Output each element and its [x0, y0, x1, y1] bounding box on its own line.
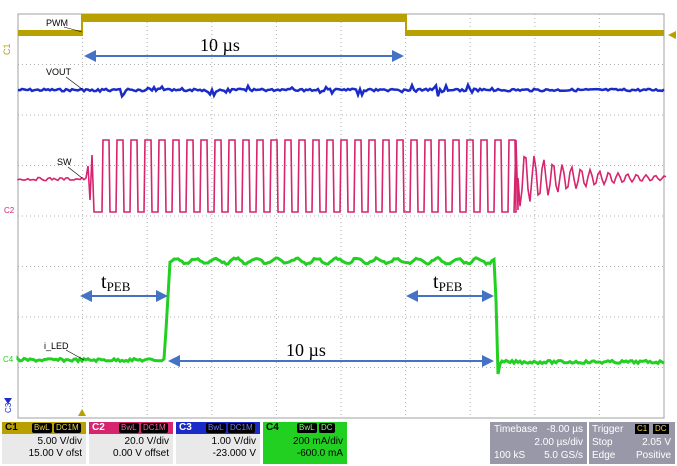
graticule — [17, 13, 665, 419]
trigger-channel-tag: C1 — [635, 424, 650, 434]
c3-offscreen-marker — [4, 398, 12, 404]
trigger-mode: Stop — [592, 437, 613, 448]
c2-marker: C2 — [4, 206, 15, 215]
timebase-panel[interactable]: Timebase -8.00 µs 2.00 µs/div 100 kS 5.0… — [490, 422, 587, 464]
vout-label: VOUT — [46, 67, 72, 77]
c1-level-marker — [668, 31, 676, 39]
c4-marker: C4 — [3, 355, 14, 364]
vout-trace — [17, 81, 665, 99]
tpeb-left-label: tPEB — [101, 271, 131, 294]
c1-scale: 5.00 V/div — [37, 436, 82, 447]
sw-trace — [17, 139, 667, 213]
annotation-bottom-span — [168, 355, 494, 367]
c4-scale: 200 mA/div — [292, 436, 343, 447]
c4-bw-tag: BwL — [297, 423, 317, 433]
timebase-rate: 5.0 GS/s — [544, 450, 583, 461]
c4-coupling-tag: DC — [319, 423, 335, 433]
timebase-scale: 2.00 µs/div — [534, 437, 583, 448]
tpeb-right-label: tPEB — [433, 271, 463, 294]
c3-scale: 1.00 V/div — [211, 436, 256, 447]
sw-label: SW — [57, 157, 72, 167]
c3-coupling-tag: DC1M — [228, 423, 255, 433]
channel-panel-c1[interactable]: C1 BwL DC1M 5.00 V/div 15.00 V ofst — [2, 422, 86, 464]
trigger-panel[interactable]: Trigger C1 DC Stop 2.05 V Edge Positive — [589, 422, 675, 464]
c1-marker: C1 — [2, 43, 12, 55]
c2-bw-tag: BwL — [119, 423, 139, 433]
c2-scale: 20.0 V/div — [124, 436, 169, 447]
top-span-label: 10 µs — [200, 35, 240, 55]
c2-offset: 0.00 V offset — [113, 448, 169, 459]
timebase-samples: 100 kS — [494, 450, 526, 461]
trigger-type: Edge — [592, 450, 616, 461]
iled-label: i_LED — [44, 341, 69, 351]
trigger-level: 2.05 V — [642, 437, 671, 448]
annotation-tpeb-right — [406, 290, 494, 302]
c1-coupling-tag: DC1M — [54, 423, 81, 433]
iled-trace — [16, 255, 665, 375]
c1-offset: 15.00 V ofst — [28, 448, 82, 459]
timebase-label: Timebase — [494, 424, 538, 435]
trigger-slope: Positive — [635, 450, 671, 461]
annotation-tpeb-left — [80, 290, 168, 302]
channel-panel-c2[interactable]: C2 BwL DC1M 20.0 V/div 0.00 V offset — [89, 422, 173, 464]
c3-offset: -23.000 V — [212, 448, 256, 459]
channel-panel-c4[interactable]: C4 BwL DC 200 mA/div -600.0 mA — [263, 422, 347, 464]
c4-offset: -600.0 mA — [296, 448, 343, 459]
c2-coupling-tag: DC1M — [141, 423, 168, 433]
c3-marker: C3 — [4, 402, 13, 413]
scope-display: PWM C1 VOUT SW C2 i_LED C4 C3 10 µs — [2, 13, 676, 419]
trigger-coupling-tag: DC — [653, 424, 669, 434]
pwm-label: PWM — [46, 18, 68, 28]
pwm-trace — [18, 14, 664, 36]
c3-bw-tag: BwL — [206, 423, 226, 433]
channel-panel-c3[interactable]: C3 BwL DC1M 1.00 V/div -23.000 V — [176, 422, 260, 464]
c1-bw-tag: BwL — [32, 423, 52, 433]
trigger-position-marker — [78, 409, 86, 416]
annotation-top-span — [84, 50, 404, 62]
timebase-delay: -8.00 µs — [546, 424, 583, 435]
bottom-span-label: 10 µs — [286, 340, 326, 360]
trigger-label: Trigger — [592, 424, 624, 435]
